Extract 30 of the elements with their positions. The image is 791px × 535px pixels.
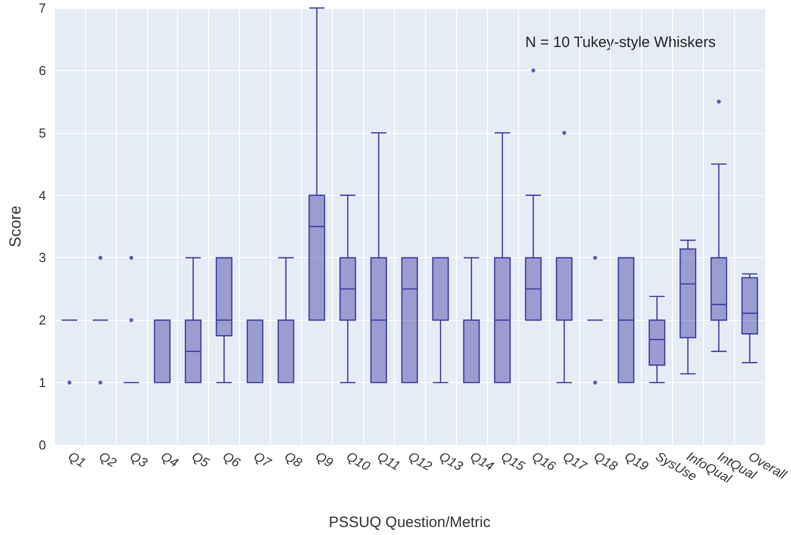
- x-axis-title: PSSUQ Question/Metric: [328, 514, 491, 531]
- x-tick-label: Q19: [622, 448, 652, 474]
- x-tick-label: Q17: [560, 448, 590, 474]
- x-tick-label: Q9: [313, 448, 336, 470]
- x-tick-label: Q16: [530, 448, 559, 474]
- y-tick-label: 1: [38, 375, 46, 390]
- x-tick-label: Q14: [468, 448, 496, 474]
- x-tick-label: Q4: [158, 448, 181, 470]
- x-tick-label: Q7: [251, 448, 274, 471]
- x-tick-label: Q10: [344, 448, 374, 474]
- y-tick-label: 7: [38, 0, 46, 16]
- x-tick-label: Q5: [189, 448, 213, 471]
- x-tick-label: Q2: [96, 448, 120, 471]
- x-tick-label: Q15: [498, 448, 528, 474]
- x-tick-label: Q13: [436, 448, 466, 474]
- annotation: N = 10 Tukey-style Whiskers: [525, 34, 716, 51]
- y-tick-label: 0: [38, 438, 46, 452]
- x-tick-label: Q11: [374, 448, 403, 474]
- x-tick-label: Q6: [220, 448, 244, 471]
- x-tick-label: Q8: [282, 448, 306, 471]
- x-tick-label: Q3: [128, 448, 151, 471]
- y-tick-label: 4: [38, 188, 46, 203]
- y-tick-label: 6: [38, 62, 46, 78]
- x-tick-label: Q1: [66, 448, 88, 470]
- y-axis-title: Score: [8, 206, 24, 248]
- y-tick-label: 2: [38, 312, 46, 328]
- x-tick-label: Q18: [591, 448, 621, 474]
- x-tick-label: Q12: [406, 448, 436, 474]
- y-tick-label: 3: [38, 250, 46, 266]
- y-tick-label: 5: [38, 125, 46, 140]
